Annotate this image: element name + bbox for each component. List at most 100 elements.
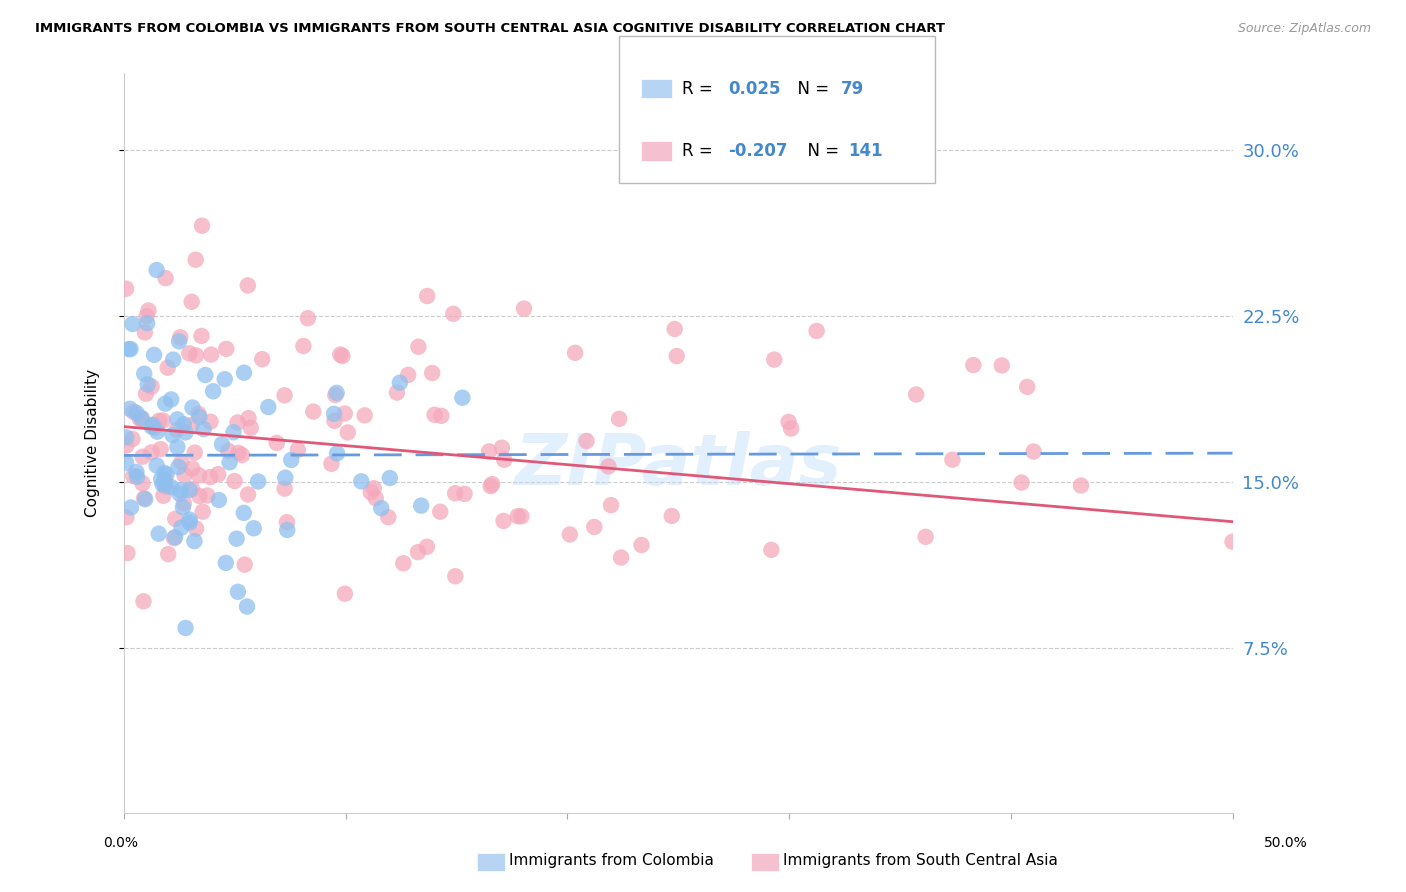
- Point: [513, 301, 536, 316]
- Point: [991, 359, 1014, 373]
- Point: [202, 384, 225, 399]
- Point: [152, 489, 174, 503]
- Text: 50.0%: 50.0%: [1264, 836, 1308, 850]
- Point: [280, 453, 302, 467]
- Point: [150, 472, 173, 486]
- Point: [115, 439, 138, 453]
- Point: [155, 480, 177, 494]
- Point: [211, 437, 233, 451]
- Point: [273, 482, 295, 496]
- Point: [326, 446, 349, 460]
- Point: [134, 326, 156, 340]
- Point: [152, 477, 174, 491]
- Point: [166, 423, 188, 437]
- Point: [122, 405, 145, 419]
- Point: [257, 400, 280, 414]
- Point: [325, 385, 347, 400]
- Text: Source: ZipAtlas.com: Source: ZipAtlas.com: [1237, 22, 1371, 36]
- Point: [276, 515, 298, 529]
- Point: [239, 421, 262, 435]
- Point: [600, 498, 623, 512]
- Point: [145, 263, 167, 277]
- Point: [132, 491, 155, 506]
- Point: [610, 550, 633, 565]
- Point: [115, 456, 138, 470]
- Point: [333, 587, 356, 601]
- Point: [444, 486, 467, 500]
- Point: [135, 386, 157, 401]
- Point: [132, 594, 155, 608]
- Point: [325, 388, 347, 402]
- Point: [661, 508, 683, 523]
- Point: [564, 345, 586, 359]
- Point: [180, 418, 202, 433]
- Point: [222, 425, 245, 440]
- Point: [163, 531, 186, 545]
- Point: [187, 407, 209, 421]
- Point: [236, 487, 259, 501]
- Point: [231, 448, 253, 462]
- Point: [292, 339, 315, 353]
- Point: [136, 316, 159, 330]
- Point: [143, 421, 166, 435]
- Point: [166, 412, 188, 426]
- Point: [118, 342, 141, 356]
- Point: [238, 411, 260, 425]
- Point: [664, 322, 686, 336]
- Point: [905, 387, 928, 401]
- Point: [169, 487, 191, 501]
- Point: [134, 367, 156, 381]
- Point: [190, 329, 212, 343]
- Point: [336, 425, 359, 440]
- Point: [510, 509, 533, 524]
- Point: [167, 334, 190, 349]
- Point: [179, 513, 201, 527]
- Point: [153, 478, 176, 492]
- Point: [941, 452, 963, 467]
- Point: [131, 411, 153, 425]
- Point: [232, 506, 254, 520]
- Point: [152, 413, 174, 427]
- Point: [583, 520, 606, 534]
- Point: [174, 425, 197, 440]
- Point: [142, 417, 165, 432]
- Point: [273, 388, 295, 402]
- Point: [141, 379, 163, 393]
- Point: [115, 282, 138, 296]
- Point: [169, 330, 191, 344]
- Point: [761, 542, 783, 557]
- Point: [160, 480, 183, 494]
- Point: [157, 547, 180, 561]
- Point: [494, 453, 516, 467]
- Text: 0.0%: 0.0%: [103, 836, 138, 850]
- Point: [115, 510, 138, 524]
- Point: [149, 442, 172, 457]
- Point: [200, 470, 222, 484]
- Point: [226, 416, 249, 430]
- Text: R =: R =: [682, 142, 718, 160]
- Point: [184, 252, 207, 267]
- Text: 141: 141: [848, 142, 883, 160]
- Y-axis label: Cognitive Disability: Cognitive Disability: [86, 369, 100, 517]
- Point: [492, 514, 515, 528]
- Text: ZIPatlas: ZIPatlas: [515, 431, 842, 500]
- Point: [377, 510, 399, 524]
- Point: [165, 512, 187, 526]
- Point: [187, 468, 209, 483]
- Point: [236, 278, 259, 293]
- Point: [630, 538, 652, 552]
- Point: [558, 527, 581, 541]
- Point: [181, 461, 204, 475]
- Point: [247, 475, 270, 489]
- Point: [411, 499, 433, 513]
- Point: [778, 415, 800, 429]
- Point: [297, 311, 319, 326]
- Point: [155, 467, 177, 482]
- Point: [172, 500, 194, 515]
- Point: [145, 458, 167, 473]
- Point: [215, 342, 238, 356]
- Point: [506, 509, 529, 524]
- Point: [408, 340, 430, 354]
- Point: [575, 434, 598, 448]
- Point: [329, 347, 352, 361]
